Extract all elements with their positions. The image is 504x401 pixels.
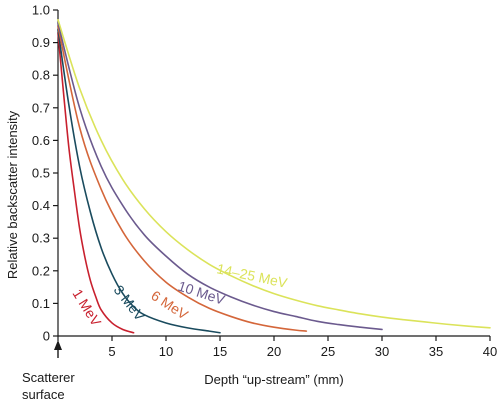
x-ticks: 5 10 15 20 25 30 35 40	[57, 336, 497, 359]
x-tick-label: 5	[108, 344, 115, 359]
series-line-14-25-mev	[57, 18, 491, 329]
y-tick-label: 0.2	[32, 263, 50, 278]
series-lines	[57, 18, 491, 334]
y-tick-label: 1.0	[32, 3, 50, 18]
y-tick-label: 0.1	[32, 296, 50, 311]
y-axis-title: Relative backscatter intensity	[5, 110, 20, 279]
y-tick-label: 0.8	[32, 68, 50, 83]
scatterer-surface-label: Scatterer surface	[22, 370, 75, 401]
x-tick-label: 20	[267, 344, 281, 359]
y-tick-label: 0.5	[32, 166, 50, 181]
y-tick-label: 0.3	[32, 231, 50, 246]
series-line-1-mev	[57, 32, 135, 334]
arrow-up-icon	[54, 340, 62, 350]
x-tick-label: 10	[159, 344, 173, 359]
series-label-3-mev: 3 MeV	[111, 282, 149, 324]
y-tick-label: 0.4	[32, 198, 50, 213]
series-line-10-mev	[57, 22, 383, 331]
series-line-3-mev	[57, 28, 221, 334]
y-ticks: 0 0.1 0.2 0.3 0.4 0.5 0.6 0.7 0.8 0.9 1.0	[32, 3, 58, 344]
x-tick-label: 30	[375, 344, 389, 359]
y-tick-label: 0	[43, 329, 50, 344]
y-tick-label: 0.7	[32, 100, 50, 115]
scatterer-surface-marker: Scatterer surface	[22, 340, 75, 401]
x-tick-label: 25	[321, 344, 335, 359]
y-tick-label: 0.9	[32, 35, 50, 50]
series-line-6-mev	[57, 25, 308, 332]
series-label-14-25-mev: 14–25 MeV	[215, 260, 289, 291]
y-tick-label: 0.6	[32, 133, 50, 148]
x-tick-label: 40	[483, 344, 497, 359]
x-tick-label: 15	[213, 344, 227, 359]
x-axis-title: Depth “up-stream” (mm)	[204, 372, 343, 387]
x-tick-label: 35	[429, 344, 443, 359]
